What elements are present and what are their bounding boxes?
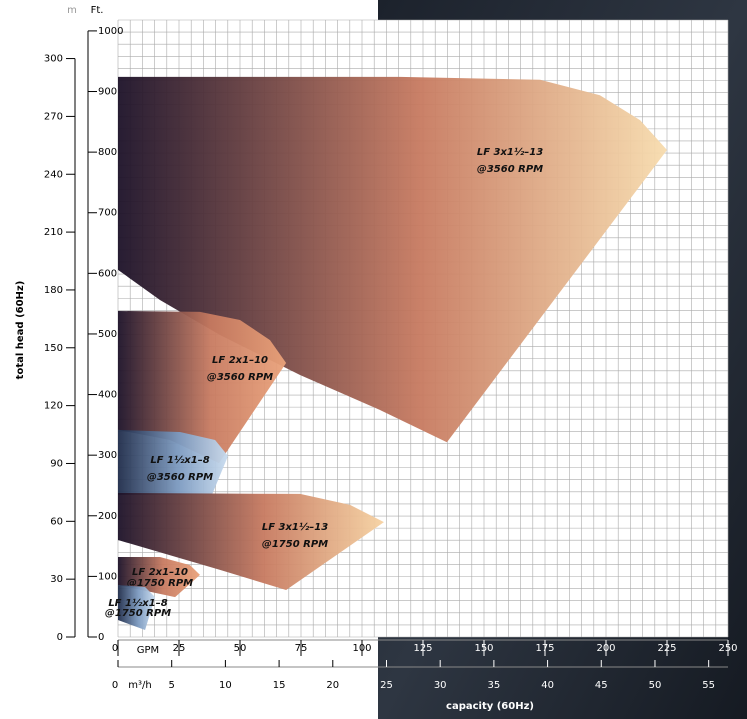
y-tick-label: 210 [44, 227, 63, 238]
y-tick-label: 180 [44, 285, 63, 296]
region-label: LF 3x1½–13 [262, 521, 328, 533]
x-tick-label: 125 [413, 643, 432, 654]
x-tick-label: 0 [112, 643, 118, 654]
region [118, 584, 156, 631]
x2-tick-label: 20 [326, 680, 339, 691]
y2-tick-label: 100 [98, 571, 117, 582]
y2-tick-label: 200 [98, 511, 117, 522]
y-tick-label: 30 [50, 574, 63, 585]
x-tick-label: 150 [474, 643, 493, 654]
x2-tick-label: 5 [169, 680, 175, 691]
region-speed: @1750 RPM [105, 608, 171, 619]
y-axis-title: total head (60Hz) [15, 281, 26, 380]
region-label: LF 2x1–10 [212, 355, 268, 366]
x-tick-label: 250 [718, 643, 737, 654]
region [118, 310, 287, 464]
region [118, 429, 229, 495]
x-tick-label: 75 [295, 643, 308, 654]
x2-tick-label: 35 [488, 680, 501, 691]
region-label: LF 1½x1–8 [150, 454, 209, 466]
y-tick-label: 90 [50, 458, 63, 469]
x-tick-label: 50 [234, 643, 247, 654]
x2-tick-label: 0 [112, 680, 118, 691]
x2-tick-label: 10 [219, 680, 232, 691]
region-speed: @3560 RPM [207, 372, 273, 383]
y2-tick-label: 400 [98, 390, 117, 401]
region-label: LF 2x1–10 [132, 567, 188, 578]
x-tick-label: 175 [535, 643, 554, 654]
region-label: LF 3x1½–13 [477, 146, 543, 158]
region-label: LF 1½x1–8 [108, 597, 167, 609]
x-tick-label: 25 [173, 643, 186, 654]
x2-unit: m³/h [128, 680, 151, 691]
y2-tick-label: 500 [98, 329, 117, 340]
y2-tick-label: 900 [98, 87, 117, 98]
x-axis-title: capacity (60Hz) [446, 701, 534, 712]
x2-tick-label: 30 [434, 680, 447, 691]
x-tick-label: 100 [352, 643, 371, 654]
region [118, 492, 384, 590]
region-speed: @1750 RPM [127, 578, 193, 589]
x2-tick-label: 15 [273, 680, 286, 691]
y2-tick-label: 300 [98, 450, 117, 461]
x2-tick-label: 40 [541, 680, 554, 691]
x-tick-label: 200 [596, 643, 615, 654]
y2-tick-label: 700 [98, 208, 117, 219]
region-speed: @3560 RPM [477, 164, 543, 175]
y-tick-label: 0 [57, 632, 63, 643]
x2-tick-label: 50 [649, 680, 662, 691]
y-tick-label: 150 [44, 343, 63, 354]
x2-tick-label: 45 [595, 680, 608, 691]
y-tick-label: 300 [44, 54, 63, 65]
y2-tick-label: 600 [98, 268, 117, 279]
region-speed: @1750 RPM [262, 539, 328, 550]
y-tick-label: 120 [44, 401, 63, 412]
y-tick-label: 240 [44, 169, 63, 180]
y-unit: m [67, 5, 77, 16]
y-tick-label: 60 [50, 516, 63, 527]
x-unit: GPM [137, 645, 159, 656]
y2-tick-label: 1000 [98, 26, 123, 37]
y2-tick-label: 0 [98, 632, 104, 643]
y2-unit: Ft. [91, 5, 104, 16]
x2-tick-label: 55 [702, 680, 715, 691]
x2-tick-label: 25 [380, 680, 393, 691]
x-tick-label: 225 [657, 643, 676, 654]
region-speed: @3560 RPM [147, 472, 213, 483]
y-tick-label: 270 [44, 111, 63, 122]
y2-tick-label: 800 [98, 147, 117, 158]
